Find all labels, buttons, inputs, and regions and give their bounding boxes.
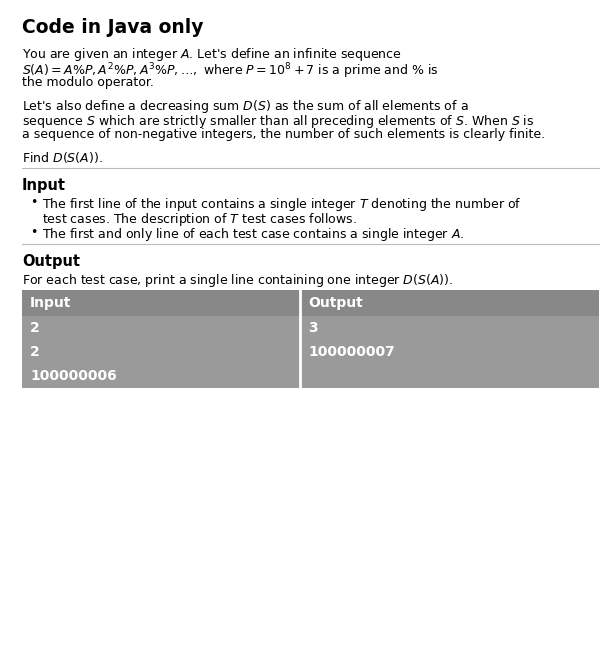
Bar [300,340,599,364]
Text: Output: Output [308,296,363,310]
Text: For each test case, print a single line containing one integer $D(S(A))$.: For each test case, print a single line … [22,272,453,289]
Text: 100000007: 100000007 [308,345,395,359]
Text: The first line of the input contains a single integer $T$ denoting the number of: The first line of the input contains a s… [42,196,522,213]
Text: The first and only line of each test case contains a single integer $A$.: The first and only line of each test cas… [42,226,464,243]
Text: You are given an integer $A$. Let's define an infinite sequence: You are given an integer $A$. Let's defi… [22,46,402,63]
Text: 2: 2 [30,321,40,335]
Bar [300,364,599,388]
Text: Find $D(S(A))$.: Find $D(S(A))$. [22,150,103,165]
Bar [22,316,300,340]
Text: •: • [30,196,37,209]
Bar [300,290,599,316]
Text: sequence $S$ which are strictly smaller than all preceding elements of $S$. When: sequence $S$ which are strictly smaller … [22,113,535,130]
Text: 3: 3 [308,321,318,335]
Text: Code in Java only: Code in Java only [22,18,204,37]
Text: 2: 2 [30,345,40,359]
Text: test cases. The description of $T$ test cases follows.: test cases. The description of $T$ test … [42,211,357,228]
Bar [22,364,300,388]
Text: Input: Input [30,296,71,310]
Text: a sequence of non-negative integers, the number of such elements is clearly fini: a sequence of non-negative integers, the… [22,128,545,141]
Text: $S(A) = A\%P, A^2\%P, A^3\%P, \ldots,$ where $P = 10^8 + 7$ is a prime and $\%$ : $S(A) = A\%P, A^2\%P, A^3\%P, \ldots,$ w… [22,61,438,81]
Text: 100000006: 100000006 [30,369,116,383]
Bar [22,340,300,364]
Bar [22,290,300,316]
Text: •: • [30,226,37,239]
Text: Let's also define a decreasing sum $D(S)$ as the sum of all elements of a: Let's also define a decreasing sum $D(S)… [22,98,468,115]
Text: Input: Input [22,178,66,193]
Text: the modulo operator.: the modulo operator. [22,76,154,89]
Text: Output: Output [22,254,80,269]
Bar [300,316,599,340]
